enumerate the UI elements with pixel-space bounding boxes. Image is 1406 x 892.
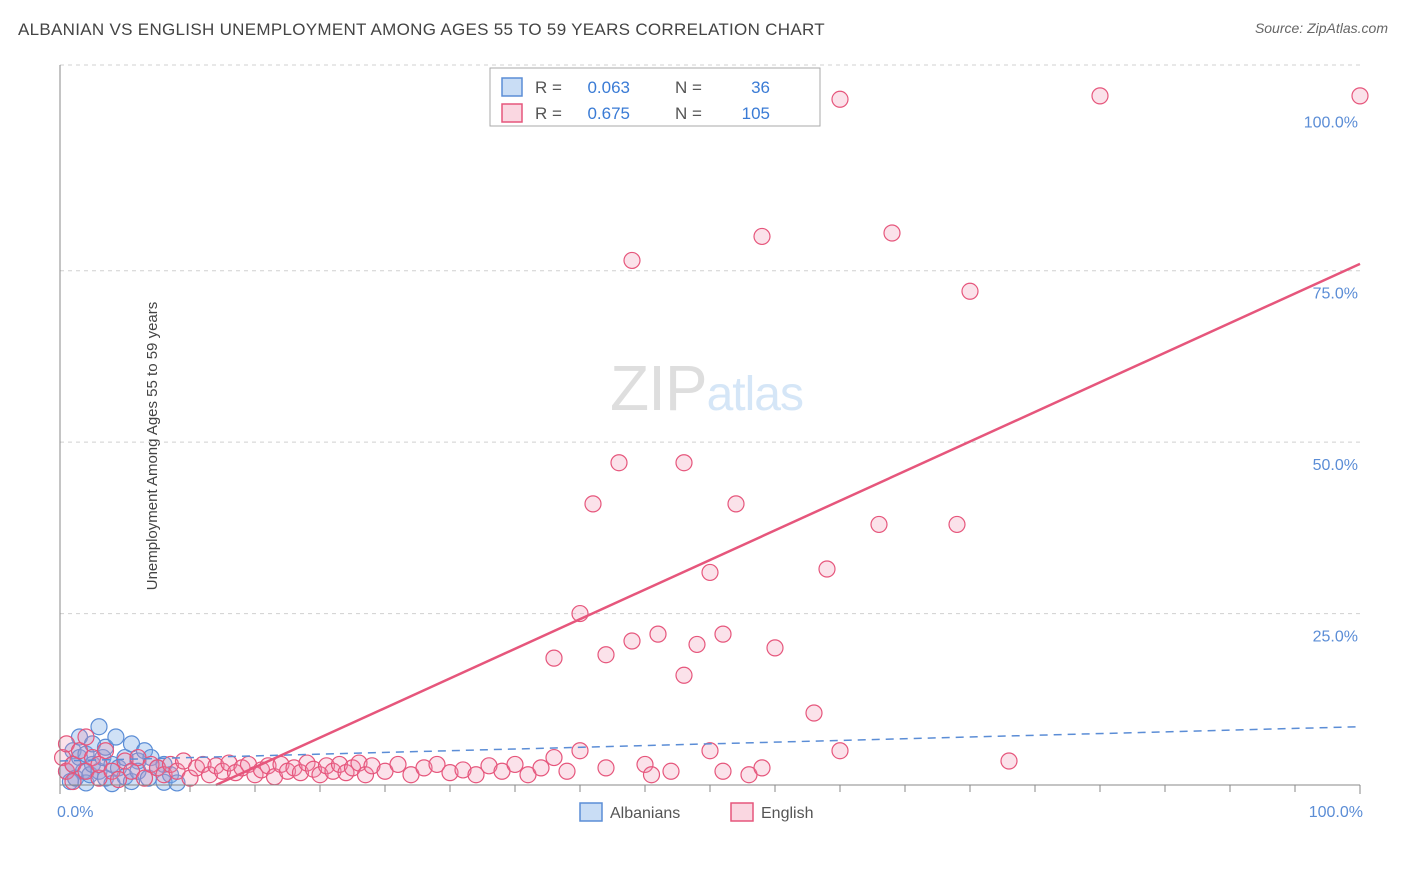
stat-n-label: N = (675, 104, 702, 123)
data-point (598, 647, 614, 663)
data-point (598, 760, 614, 776)
data-point (702, 564, 718, 580)
stat-n-value: 36 (751, 78, 770, 97)
stat-r-label: R = (535, 104, 562, 123)
data-point (728, 496, 744, 512)
legend-label: Albanians (610, 805, 680, 822)
data-point (832, 743, 848, 759)
data-point (884, 225, 900, 241)
data-point (676, 455, 692, 471)
data-point (1001, 753, 1017, 769)
data-point (715, 626, 731, 642)
stat-n-value: 105 (742, 104, 770, 123)
data-point (108, 729, 124, 745)
stat-r-value: 0.063 (587, 78, 630, 97)
data-point (533, 760, 549, 776)
data-point (676, 667, 692, 683)
data-point (715, 763, 731, 779)
stat-n-label: N = (675, 78, 702, 97)
data-point (702, 743, 718, 759)
data-point (871, 516, 887, 532)
legend-swatch (580, 803, 602, 821)
data-point (390, 756, 406, 772)
data-point (806, 705, 822, 721)
data-point (98, 743, 114, 759)
data-point (507, 756, 523, 772)
data-point (546, 750, 562, 766)
data-point (650, 626, 666, 642)
chart-svg: ZIPatlas 0.0% 100.0% 25.0% 50.0% 75.0% 100.0%… (50, 60, 1390, 830)
data-point (559, 763, 575, 779)
data-point (611, 455, 627, 471)
stat-r-value: 0.675 (587, 104, 630, 123)
data-point (644, 767, 660, 783)
stat-swatch (502, 104, 522, 122)
data-point (624, 633, 640, 649)
data-point (78, 729, 94, 745)
y-tick-label: 75.0% (1313, 286, 1358, 303)
plot-area: ZIPatlas 0.0% 100.0% 25.0% 50.0% 75.0% 100.0%… (50, 60, 1390, 830)
data-point (754, 760, 770, 776)
data-point (1352, 88, 1368, 104)
legend-label: English (761, 805, 813, 822)
chart-title: ALBANIAN VS ENGLISH UNEMPLOYMENT AMONG A… (18, 20, 825, 40)
data-point (689, 636, 705, 652)
data-point (65, 774, 81, 790)
data-point (1092, 88, 1108, 104)
stat-swatch (502, 78, 522, 96)
data-point (624, 252, 640, 268)
y-tick-label: 100.0% (1304, 114, 1358, 131)
data-point (819, 561, 835, 577)
x-tick-label: 0.0% (57, 804, 93, 821)
stat-r-label: R = (535, 78, 562, 97)
data-point (546, 650, 562, 666)
y-tick-label: 50.0% (1313, 457, 1358, 474)
data-point (832, 91, 848, 107)
data-point (663, 763, 679, 779)
data-point (962, 283, 978, 299)
watermark: ZIPatlas (610, 352, 803, 424)
source-label: Source: ZipAtlas.com (1255, 20, 1388, 36)
y-tick-label: 25.0% (1313, 629, 1358, 646)
data-point (767, 640, 783, 656)
data-point (572, 743, 588, 759)
x-tick-label: 100.0% (1309, 804, 1363, 821)
data-point (754, 228, 770, 244)
data-point (91, 719, 107, 735)
legend-swatch (731, 803, 753, 821)
data-point (585, 496, 601, 512)
data-point (949, 516, 965, 532)
regression-line (216, 264, 1360, 785)
